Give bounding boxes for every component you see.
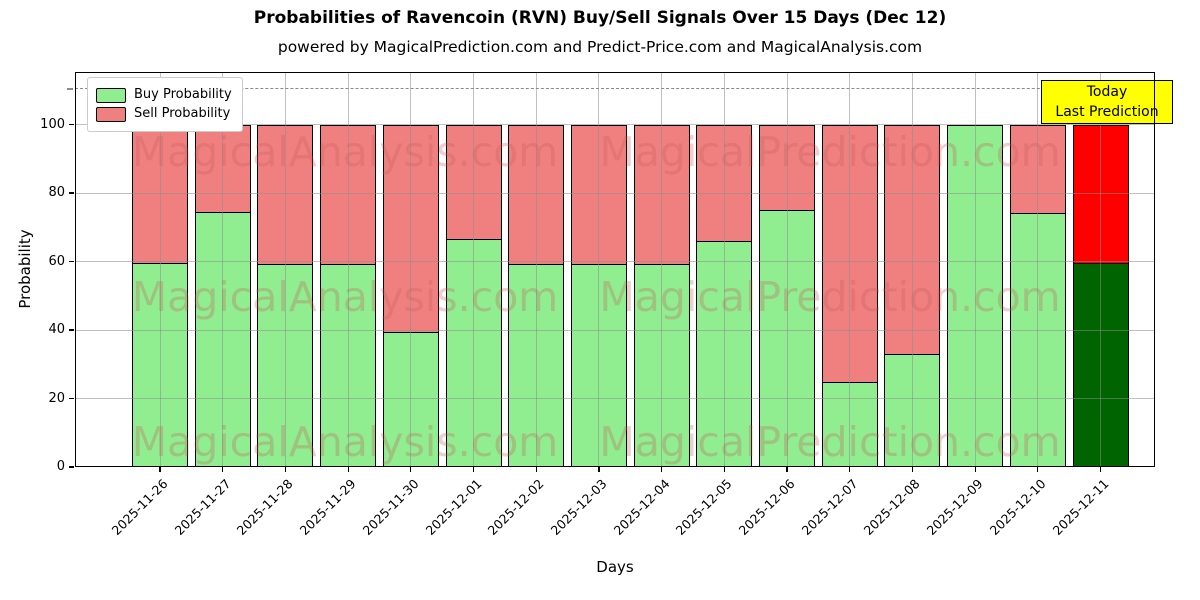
v-gridline	[1037, 72, 1039, 467]
v-gridline	[661, 72, 663, 467]
chart-subtitle: powered by MagicalPrediction.com and Pre…	[277, 38, 923, 56]
x-tick-label: 2025-11-30	[359, 476, 422, 538]
chart-title: Probabilities of Ravencoin (RVN) Buy/Sel…	[253, 8, 947, 28]
y-tick	[69, 260, 74, 263]
v-gridline	[284, 72, 286, 467]
y-tick-label: 0	[56, 459, 65, 474]
watermark-text: MagicalPrediction.com	[599, 273, 1061, 321]
h-gridline	[75, 124, 1155, 125]
x-tick-label: 2025-12-06	[735, 476, 798, 538]
x-tick	[222, 467, 224, 472]
plot-area: Buy Probability Sell Probability Today La…	[67, 72, 1173, 472]
dashed-guide-line	[75, 87, 1155, 89]
h-gridline	[75, 329, 1155, 331]
v-gridline	[1100, 72, 1101, 467]
v-gridline	[347, 72, 349, 467]
x-tick-label: 2025-12-08	[861, 476, 923, 538]
x-tick-label: 2025-11-26	[108, 476, 171, 538]
x-tick-label: 2025-12-01	[422, 476, 485, 538]
watermark-text: MagicalAnalysis.com	[131, 273, 559, 321]
v-gridline	[535, 72, 537, 467]
y-tick	[69, 192, 74, 194]
v-gridline	[159, 72, 161, 467]
v-gridline	[911, 72, 913, 467]
x-tick-label: 2025-11-28	[234, 476, 296, 538]
x-tick-label: 2025-12-11	[1049, 476, 1112, 538]
x-tick	[284, 467, 287, 472]
v-gridline	[849, 72, 851, 467]
x-tick	[535, 467, 537, 472]
watermark-text: MagicalPrediction.com	[599, 418, 1061, 466]
y-tick	[69, 397, 74, 400]
v-gridline	[786, 72, 788, 467]
legend-swatch-icon	[96, 87, 126, 103]
v-gridline	[723, 72, 725, 467]
v-gridline	[598, 72, 600, 467]
y-tick	[69, 329, 74, 331]
x-tick	[598, 467, 600, 472]
x-tick	[1037, 467, 1039, 472]
x-tick-label: 2025-12-10	[986, 476, 1049, 538]
x-tick	[849, 467, 851, 472]
watermark-text: MagicalAnalysis.com	[131, 128, 559, 176]
watermark-text: MagicalAnalysis.com	[131, 418, 559, 466]
y-tick-label: 60	[48, 253, 65, 269]
x-tick-label: 2025-11-27	[171, 476, 234, 538]
y-tick-label: 100	[40, 116, 65, 132]
dashed-guide-tick	[67, 87, 73, 90]
y-tick-label: 80	[48, 185, 65, 200]
v-gridline	[222, 72, 224, 467]
legend: Buy Probability Sell Probability	[87, 77, 243, 132]
x-tick-label: 2025-11-29	[296, 476, 359, 538]
legend-label: Sell Probability	[134, 106, 231, 121]
y-tick-label: 20	[48, 390, 65, 406]
legend-item: Sell Probability	[96, 106, 232, 122]
v-gridline	[974, 72, 976, 467]
x-tick-label: 2025-12-03	[547, 476, 610, 538]
x-tick	[347, 467, 349, 472]
x-tick-label: 2025-12-09	[923, 476, 986, 538]
x-tick-label: 2025-12-04	[610, 476, 673, 538]
x-tick	[786, 467, 788, 472]
y-tick-label: 40	[48, 322, 65, 337]
x-tick	[911, 467, 914, 472]
x-tick-label: 2025-12-07	[798, 476, 861, 538]
today-annotation-box: Today Last Prediction	[1041, 80, 1173, 124]
v-gridline	[473, 72, 474, 467]
x-tick	[974, 467, 976, 472]
h-gridline	[75, 398, 1155, 399]
x-tick	[159, 467, 161, 472]
legend-item: Buy Probability	[96, 87, 232, 103]
v-gridline	[410, 72, 412, 467]
x-tick-label: 2025-12-05	[672, 476, 735, 538]
x-tick	[472, 467, 475, 472]
watermark-text: MagicalPrediction.com	[599, 128, 1061, 176]
x-tick	[1099, 467, 1102, 472]
x-tick	[723, 467, 725, 472]
y-tick	[69, 466, 74, 468]
annotation-line-today: Today	[1086, 84, 1128, 100]
x-tick-label: 2025-12-02	[484, 476, 547, 538]
legend-label: Buy Probability	[134, 87, 232, 102]
annotation-line-last-prediction: Last Prediction	[1055, 104, 1159, 120]
legend-swatch-icon	[96, 106, 126, 122]
x-tick	[410, 467, 412, 472]
x-tick	[661, 467, 663, 472]
h-gridline	[75, 192, 1155, 194]
y-tick	[69, 123, 74, 126]
h-gridline	[75, 261, 1155, 262]
x-axis-label: Days	[596, 558, 634, 576]
